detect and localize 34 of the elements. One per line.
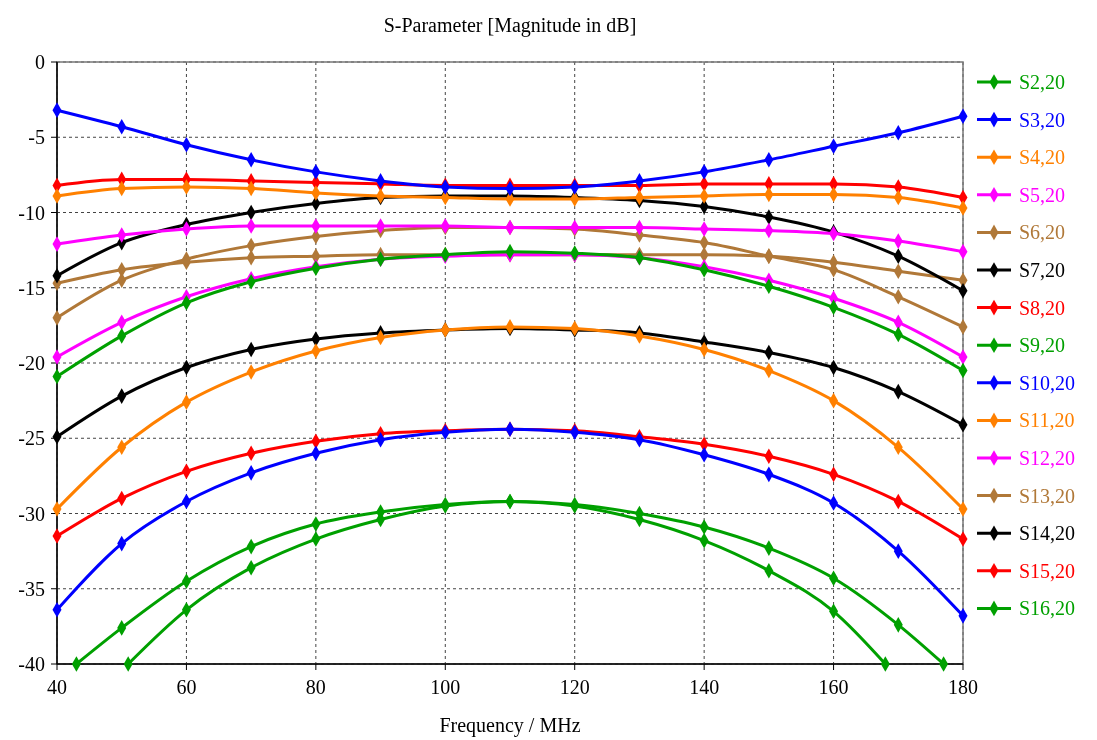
x-tick-label: 140 [689, 676, 720, 698]
legend-label: S15,20 [1019, 559, 1076, 582]
legend-label: S8,20 [1019, 296, 1066, 319]
y-tick-label: -20 [18, 352, 45, 374]
y-tick-label: -15 [18, 276, 45, 299]
x-tick-label: 40 [47, 676, 67, 698]
legend-label: S5,20 [1019, 183, 1066, 206]
legend-label: S10,20 [1019, 371, 1076, 394]
legend-label: S16,20 [1019, 597, 1076, 620]
legend-label: S3,20 [1019, 108, 1066, 131]
x-tick-label: 160 [818, 676, 849, 698]
y-tick-label: -40 [18, 653, 45, 675]
legend-label: S14,20 [1019, 522, 1076, 545]
y-tick-label: -25 [18, 427, 45, 450]
legend-label: S6,20 [1019, 221, 1066, 244]
legend-label: S7,20 [1019, 259, 1066, 281]
x-tick-label: 180 [948, 676, 978, 698]
legend-label: S9,20 [1019, 334, 1066, 357]
x-tick-label: 60 [176, 676, 197, 698]
legend-label: S2,20 [1019, 71, 1066, 93]
x-tick-label: 80 [305, 676, 326, 698]
chart-title: S-Parameter [Magnitude in dB] [383, 14, 637, 37]
legend-label: S13,20 [1019, 484, 1076, 507]
legend-label: S4,20 [1019, 146, 1066, 169]
x-axis-title: Frequency / MHz [439, 714, 581, 737]
y-tick-label: 0 [35, 51, 45, 73]
y-tick-label: -5 [28, 126, 45, 149]
legend-label: S12,20 [1019, 447, 1076, 469]
x-tick-label: 120 [559, 676, 590, 698]
x-tick-label: 100 [430, 676, 461, 698]
legend-label: S11,20 [1019, 409, 1075, 432]
y-tick-label: -30 [18, 502, 45, 525]
y-tick-label: -10 [18, 201, 45, 224]
y-tick-label: -35 [18, 577, 45, 600]
